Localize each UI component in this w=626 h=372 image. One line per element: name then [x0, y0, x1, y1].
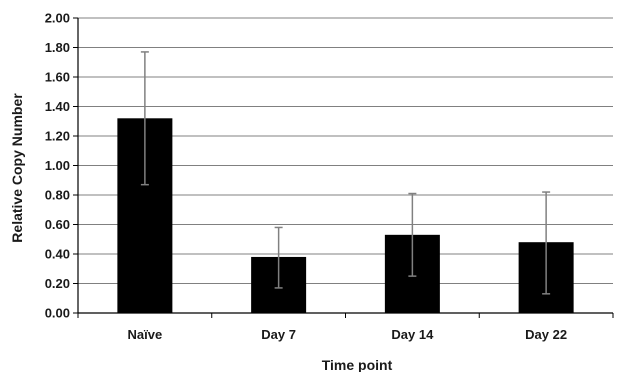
- y-tick-label: 2.00: [45, 11, 70, 26]
- y-tick-labels: 0.00 0.20 0.40 0.60 0.80 1.00 1.20 1.40 1.60 1.80…: [45, 11, 78, 321]
- x-tick-label: Naïve: [128, 327, 163, 342]
- y-tick-label: 1.20: [45, 129, 70, 144]
- x-tick-label: Day 7: [261, 327, 296, 342]
- y-tick-label: 0.60: [45, 217, 70, 232]
- y-tick-label: 0.20: [45, 276, 70, 291]
- x-axis-title: Time point: [322, 357, 393, 372]
- x-tick-label: Day 14: [391, 327, 434, 342]
- error-bars: [140, 51, 551, 295]
- y-axis-title: Relative Copy Number: [9, 93, 25, 243]
- y-tick-label: 1.40: [45, 99, 70, 114]
- y-tick-label: 0.80: [45, 188, 70, 203]
- x-tick-labels: Naïve Day 7 Day 14 Day 22: [77, 313, 614, 342]
- y-tick-label: 0.00: [45, 306, 70, 321]
- y-tick-label: 1.80: [45, 40, 70, 55]
- y-tick-label: 1.60: [45, 70, 70, 85]
- x-tick-label: Day 22: [525, 327, 567, 342]
- y-tick-label: 1.00: [45, 158, 70, 173]
- y-tick-label: 0.40: [45, 247, 70, 262]
